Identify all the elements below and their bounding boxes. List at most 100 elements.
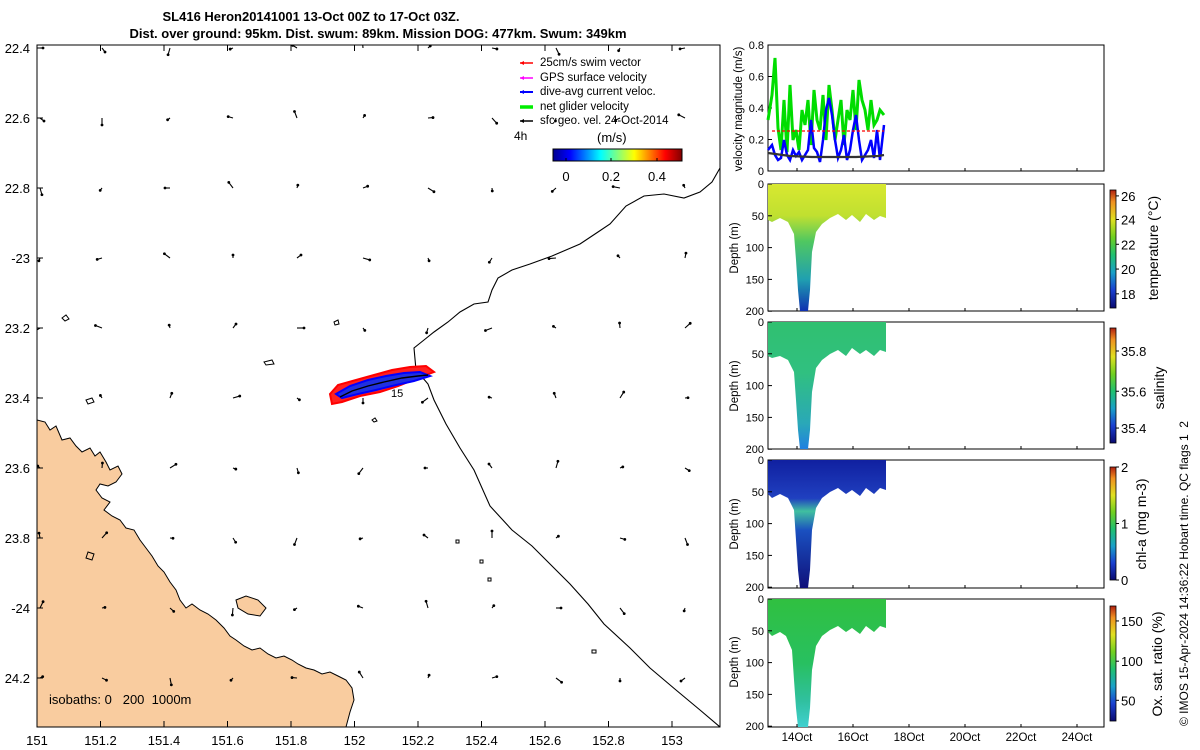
vector-arrow-head	[171, 536, 175, 540]
vector-arrow-head	[41, 675, 45, 679]
velocity-ytick-label: 0.4	[749, 103, 764, 115]
depth-tick-label: 150	[746, 412, 764, 424]
velocity-ytick-label: 0.8	[749, 40, 764, 52]
cbar-tick-label: 20	[1121, 262, 1135, 277]
oxygen-section	[768, 599, 886, 727]
time-tick-label: 14Oct	[782, 732, 813, 744]
vector-arrow-head	[357, 670, 361, 674]
vector-arrow-head	[611, 185, 615, 189]
cbar-tick-label: 50	[1121, 693, 1135, 708]
title-line1: SL416 Heron20141001 13-Oct 00Z to 17-Oct…	[163, 9, 460, 24]
vector-arrow-head	[618, 679, 622, 683]
depth-tick-label: 100	[746, 658, 764, 670]
vector-arrow-head	[684, 251, 688, 255]
map-xtick-label: 151.2	[84, 733, 117, 748]
vector-arrow-head	[487, 462, 491, 466]
vector-arrow-head	[421, 400, 424, 404]
map-xtick-label: 151.6	[211, 733, 244, 748]
chl-section	[768, 460, 886, 588]
vector-arrow-head	[99, 394, 102, 397]
glider-track: 15	[328, 364, 437, 406]
cbar-tick-label: 26	[1121, 189, 1135, 204]
vector-arrow-head	[100, 123, 104, 127]
vector-arrow-head	[363, 328, 367, 332]
vector-arrow-head	[302, 326, 306, 330]
time-tick-label: 24Oct	[1062, 732, 1093, 744]
vector-arrow-head	[425, 331, 429, 335]
salinity-section	[768, 322, 886, 449]
map-ytick-label: 22.6	[5, 111, 30, 126]
vector-arrow-head	[234, 540, 238, 544]
map-ytick-label: 23.8	[5, 531, 30, 546]
chl-cbar	[1109, 466, 1117, 581]
vector-arrow-head	[495, 121, 499, 125]
cbar-tick-label: 2	[1121, 460, 1128, 475]
shelf-edge-isobath	[413, 167, 720, 727]
legend-label-geo: sfc geo. vel. 24-Oct-2014	[540, 115, 669, 127]
vector-arrow-head	[296, 183, 300, 187]
depth-tick-label: 100	[746, 381, 764, 393]
vector-arrow-head	[431, 116, 435, 119]
map-xtick-label: 152.8	[592, 733, 625, 748]
vector-arrow-head	[226, 115, 230, 119]
vector-arrow-head	[554, 119, 557, 123]
depth-tick-label: 100	[746, 519, 764, 531]
vector-arrow-head	[623, 537, 627, 541]
vector-arrow-head	[556, 459, 560, 463]
depth-tick-label: 0	[758, 594, 764, 606]
vector-arrow-head	[484, 329, 487, 332]
time-tick-label: 22Oct	[1006, 732, 1037, 744]
land	[37, 419, 355, 727]
footer-credit: © IMOS 15-Apr-2024 14:36:22 Hobart time.…	[1177, 421, 1191, 726]
map-ytick-label: -24	[11, 601, 30, 616]
vector-arrow-head	[688, 321, 692, 325]
legend-label-gps: GPS surface velocity	[540, 72, 647, 84]
vector-arrow-head	[428, 45, 432, 48]
velocity-ytick-label: 0	[758, 166, 764, 178]
depth-tick-label: 50	[752, 349, 764, 361]
vector-arrow-head	[687, 469, 691, 473]
cbar-tick-label: 0	[1121, 573, 1128, 588]
vector-arrow-head	[368, 258, 372, 262]
series-sfc-geo-velocity	[767, 151, 885, 159]
oxygen-ylabel: Depth (m)	[729, 636, 741, 687]
vector-arrow-head	[363, 114, 366, 117]
depth-tick-label: 150	[746, 550, 764, 562]
velocity-ylabel: velocity magnitude (m/s)	[733, 47, 745, 172]
map-colorbar	[552, 148, 683, 162]
vector-arrow-head	[678, 47, 682, 51]
cbar-tick-label: 24	[1121, 213, 1135, 228]
cbar-tick-label: 35.6	[1121, 384, 1146, 399]
depth-tick-label: 200	[746, 306, 764, 318]
map-xtick-label: 151.4	[148, 733, 181, 748]
vector-arrow-head	[105, 678, 108, 682]
temperature-ylabel: Depth (m)	[729, 222, 741, 273]
vector-arrow-head	[172, 609, 176, 613]
vector-arrow-head	[238, 394, 242, 398]
vector-arrow-head	[557, 52, 561, 56]
vector-arrow-head	[614, 118, 617, 122]
gps-track	[339, 374, 429, 398]
track-day-label: 15	[391, 388, 403, 400]
depth-tick-label: 50	[752, 487, 764, 499]
vector-arrow-head	[422, 533, 426, 537]
vector-arrow-head	[297, 398, 301, 402]
salinity-cbar	[1109, 327, 1117, 444]
vector-arrow-head	[163, 252, 166, 256]
vector-arrow-head	[37, 464, 40, 468]
time-tick-label: 20Oct	[950, 732, 981, 744]
vector-arrow-head	[357, 472, 361, 475]
vector-arrow-head	[293, 110, 296, 113]
vector-arrow-head	[166, 53, 170, 57]
vector-arrow-head	[358, 537, 362, 541]
vector-arrow-head	[686, 396, 690, 400]
time-axis: 14Oct 16Oct 18Oct 20Oct 22Oct 24Oct	[782, 168, 1093, 744]
depth-tick-label: 0	[758, 317, 764, 329]
salinity-ylabel: Depth (m)	[729, 360, 741, 411]
map-xtick-label: 152.2	[402, 733, 435, 748]
vector-arrow-head	[103, 50, 107, 54]
vector-arrow-head	[427, 259, 431, 263]
map-legend: 25cm/s swim vector GPS surface velocity …	[514, 57, 683, 184]
salinity-cbar-label: salinity	[1151, 367, 1167, 410]
vector-arrow-head	[163, 186, 167, 190]
